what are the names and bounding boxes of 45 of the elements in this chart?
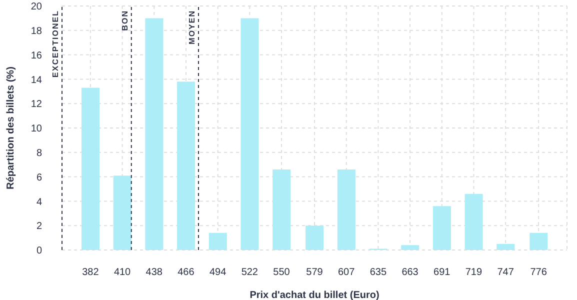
x-tick-label: 691 [434, 267, 451, 278]
y-tick-label: 14 [30, 74, 42, 86]
x-axis-title: Prix d'achat du billet (Euro) [250, 290, 380, 300]
bar [432, 206, 451, 250]
bar [337, 169, 356, 250]
y-tick-label: 2 [36, 221, 42, 232]
ref-line-label: BON [120, 10, 130, 31]
x-tick-label: 635 [370, 267, 387, 278]
x-tick-label: 579 [306, 267, 324, 278]
y-tick-label: 6 [36, 172, 42, 184]
y-tick-label: 18 [30, 26, 42, 37]
bar [82, 88, 100, 250]
bar [177, 82, 196, 250]
x-tick-label: 663 [402, 267, 419, 278]
bar [145, 18, 164, 250]
x-tick-label: 607 [338, 267, 356, 278]
x-tick-label: 466 [178, 267, 195, 278]
bar [401, 245, 420, 250]
bar [530, 232, 548, 250]
y-tick-label: 16 [30, 50, 42, 62]
x-tick-label: 522 [241, 267, 258, 278]
y-tick-label: 20 [30, 2, 42, 13]
y-axis-title: Répartition des billets (%) [6, 66, 17, 190]
x-tick-label: 494 [209, 267, 227, 278]
bar [208, 232, 227, 250]
bar [272, 169, 291, 250]
x-tick-label: 382 [82, 267, 100, 278]
x-tick-label: 747 [497, 267, 514, 278]
x-tick-label: 438 [146, 267, 163, 278]
bar [464, 194, 483, 250]
x-tick-label: 719 [465, 267, 483, 278]
y-tick-label: 12 [30, 99, 42, 110]
y-tick-label: 4 [36, 196, 42, 208]
ref-line-label: EXCEPTIONEL [51, 10, 60, 78]
y-tick-label: 10 [30, 124, 42, 135]
x-tick-label: 776 [530, 267, 548, 278]
bar [306, 226, 324, 250]
ref-line-label: MOYEN [187, 10, 196, 44]
y-tick-label: 8 [36, 148, 42, 159]
y-tick-label: 0 [36, 246, 42, 257]
x-tick-label: 410 [114, 267, 132, 278]
bar [113, 176, 132, 250]
bar [240, 18, 259, 250]
bar [496, 244, 515, 250]
x-tick-label: 550 [273, 267, 290, 278]
